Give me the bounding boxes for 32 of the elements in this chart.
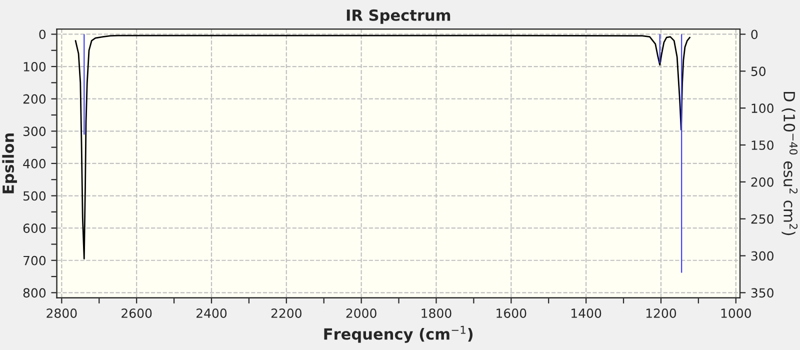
x-tick-label: 1800: [422, 308, 452, 318]
chart-title: IR Spectrum: [346, 9, 450, 24]
x-axis-title: Frequency (cm$^{−1}$): [324, 326, 473, 343]
x-tick-label: 1200: [646, 308, 676, 318]
x-tick-label: 1600: [496, 308, 526, 318]
y-tick-label: 700: [24, 256, 46, 266]
y2-tick-label: 0: [751, 30, 758, 40]
y-tick-label: 800: [23, 288, 46, 298]
x-tick-label: 2200: [271, 308, 302, 318]
y-tick-label: 600: [23, 224, 46, 233]
y-tick-label: 200: [23, 94, 46, 104]
y-tick-label: 100: [24, 62, 46, 72]
y-tick-label: 0: [39, 30, 46, 40]
y2-tick-label: 50: [751, 66, 766, 76]
x-tick-label: 1000: [721, 308, 751, 318]
x-tick-label: 2800: [46, 308, 77, 318]
x-tick-label: 2600: [122, 308, 152, 318]
y-axis-title: Epsilon: [2, 133, 17, 194]
y2-tick-label: 150: [752, 140, 774, 150]
y2-tick-label: 200: [751, 177, 774, 187]
x-tick-label: 2400: [196, 308, 227, 318]
x-tick-label: 1400: [572, 308, 602, 318]
line-series: [74, 34, 691, 260]
x-tick-label: 2000: [346, 308, 376, 318]
y-tick-label: 300: [23, 126, 46, 136]
y2-tick-label: 250: [751, 214, 774, 224]
y2-tick-label: 350: [751, 288, 774, 298]
y2-tick-label: 300: [751, 251, 774, 261]
y2-axis-title: D (10$^{−40}$ esu$^{2}$ cm$^{2}$): [782, 92, 798, 236]
y-tick-label: 500: [23, 191, 46, 201]
y-tick-label: 400: [23, 158, 46, 168]
y2-tick-label: 100: [752, 104, 774, 113]
